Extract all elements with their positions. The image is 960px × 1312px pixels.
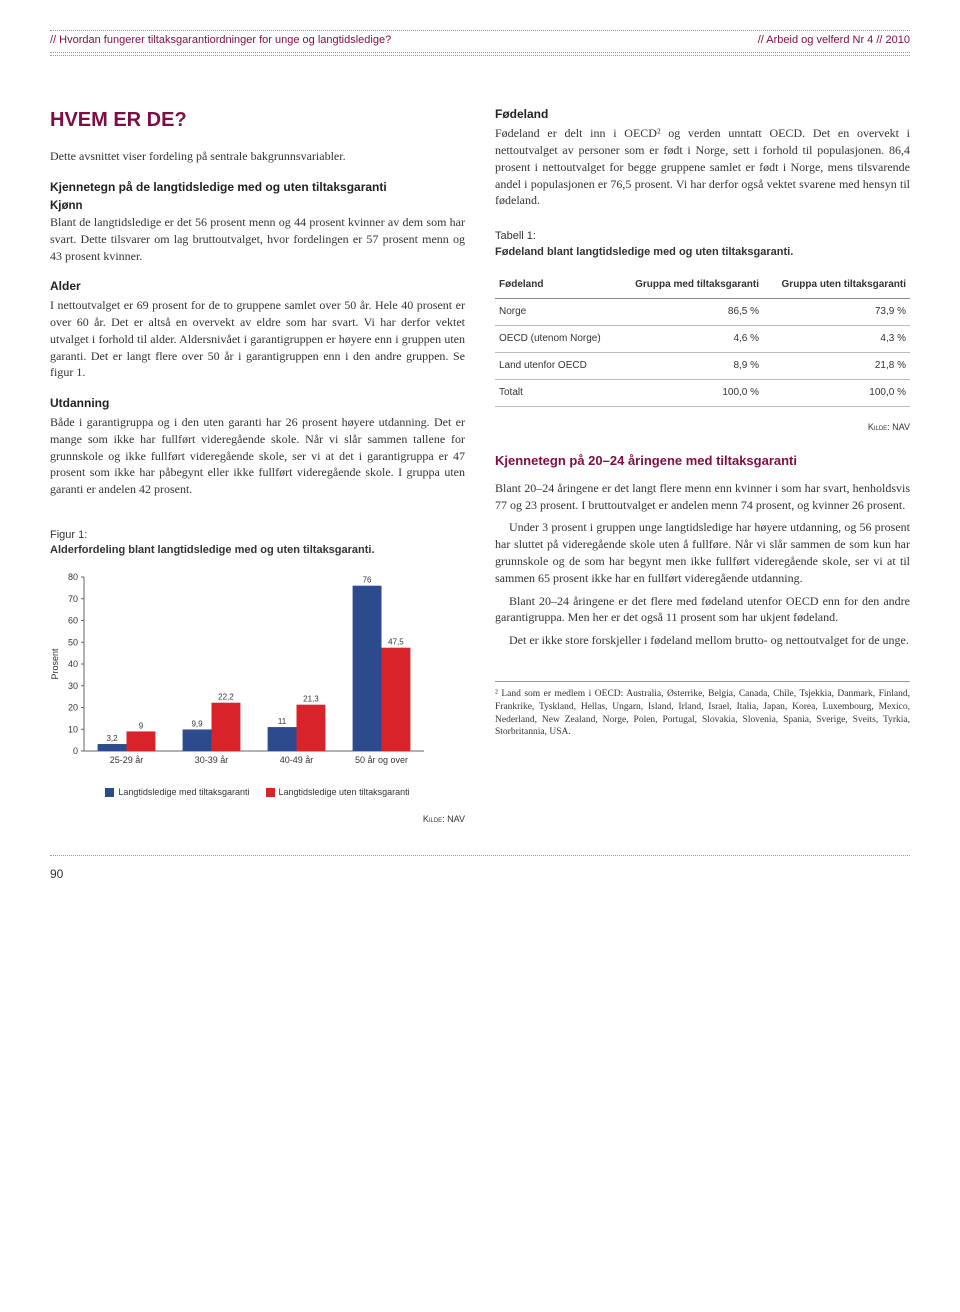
table-cell: 100,0 %	[763, 379, 910, 406]
table-cell: 4,3 %	[763, 325, 910, 352]
header-dots-1	[50, 52, 910, 53]
svg-text:60: 60	[68, 615, 78, 625]
svg-text:20: 20	[68, 702, 78, 712]
fodeland-heading: Fødeland	[495, 106, 910, 123]
kj2-p3: Blant 20–24 åringene er det flere med fø…	[495, 593, 910, 627]
svg-text:10: 10	[68, 724, 78, 734]
svg-text:11: 11	[278, 717, 287, 726]
figure-label: Figur 1:	[50, 529, 87, 541]
kjonn-heading: Kjønn	[50, 198, 465, 214]
legend-swatch-1	[266, 788, 275, 797]
header-right: // Arbeid og velferd Nr 4 // 2010	[758, 33, 910, 48]
svg-text:70: 70	[68, 594, 78, 604]
footnote: ² Land som er medlem i OECD: Australia, …	[495, 681, 910, 739]
table-row: Norge86,5 %73,9 %	[495, 298, 910, 325]
svg-text:30-39 år: 30-39 år	[195, 755, 229, 765]
table-cell: 4,6 %	[617, 325, 763, 352]
utdanning-heading: Utdanning	[50, 395, 465, 412]
intro-text: Dette avsnittet viser fordeling på sentr…	[50, 148, 465, 165]
kj2-p4: Det er ikke store forskjeller i fødeland…	[495, 632, 910, 649]
svg-text:0: 0	[73, 746, 78, 756]
kjonn-text: Blant de langtidsledige er det 56 prosen…	[50, 214, 465, 264]
table-header: Gruppa med tiltaksgaranti	[617, 272, 763, 299]
svg-text:Prosent: Prosent	[50, 648, 60, 680]
table-cell: 21,8 %	[763, 352, 910, 379]
kjennetegn-heading: Kjennetegn på de langtidsledige med og u…	[50, 179, 465, 196]
kj2-p1: Blant 20–24 åringene er det langt flere …	[495, 480, 910, 514]
svg-text:76: 76	[363, 576, 372, 585]
svg-text:30: 30	[68, 681, 78, 691]
page-title: HVEM ER DE?	[50, 106, 465, 134]
bar-chart: 0 10 20 30 40 50 60 70 80 Prosent 3,2 9 25-29 år 9,9 2…	[50, 571, 430, 771]
legend-label-1: Langtidsledige uten tiltaksgaranti	[279, 787, 410, 797]
figure-1: Figur 1: Alderfordeling blant langtidsle…	[50, 528, 465, 825]
header-dots-2	[50, 55, 910, 56]
svg-text:50 år og over: 50 år og over	[355, 755, 408, 765]
bottom-dots	[50, 855, 910, 856]
kj2-p2: Under 3 prosent i gruppen unge langtidsl…	[495, 519, 910, 586]
table-cell: Totalt	[495, 379, 617, 406]
table-title: Fødeland blant langtidsledige med og ute…	[495, 246, 793, 258]
table-cell: 86,5 %	[617, 298, 763, 325]
top-dots	[50, 30, 910, 31]
page-number: 90	[50, 866, 910, 883]
alder-text: I nettoutvalget er 69 prosent for de to …	[50, 297, 465, 381]
svg-text:80: 80	[68, 572, 78, 582]
svg-text:47,5: 47,5	[388, 638, 404, 647]
table-label: Tabell 1:	[495, 230, 536, 242]
figure-title: Alderfordeling blant langtidsledige med …	[50, 544, 375, 556]
svg-text:40-49 år: 40-49 år	[280, 755, 314, 765]
legend-swatch-0	[105, 788, 114, 797]
utdanning-text: Både i garantigruppa og i den uten garan…	[50, 414, 465, 498]
svg-text:9,9: 9,9	[191, 719, 203, 728]
table-cell: OECD (utenom Norge)	[495, 325, 617, 352]
table-header: Gruppa uten tiltaksgaranti	[763, 272, 910, 299]
alder-heading: Alder	[50, 278, 465, 295]
table-cell: 100,0 %	[617, 379, 763, 406]
svg-text:22,2: 22,2	[218, 693, 234, 702]
fodeland-table: FødelandGruppa med tiltaksgarantiGruppa …	[495, 272, 910, 407]
table-row: Land utenfor OECD8,9 %21,8 %	[495, 352, 910, 379]
chart-legend: Langtidsledige med tiltaksgaranti Langti…	[50, 786, 465, 799]
figure-source: Kilde: NAV	[50, 813, 465, 826]
header-left: // Hvordan fungerer tiltaksgarantiordnin…	[50, 33, 391, 48]
table-source: Kilde: NAV	[495, 421, 910, 434]
svg-text:40: 40	[68, 659, 78, 669]
table-cell: Norge	[495, 298, 617, 325]
table-cell: 73,9 %	[763, 298, 910, 325]
table-row: OECD (utenom Norge)4,6 %4,3 %	[495, 325, 910, 352]
table-header: Fødeland	[495, 272, 617, 299]
table-cell: Land utenfor OECD	[495, 352, 617, 379]
running-header: // Hvordan fungerer tiltaksgarantiordnin…	[50, 33, 910, 48]
svg-text:9: 9	[139, 721, 144, 730]
fodeland-text: Fødeland er delt inn i OECD² og verden u…	[495, 125, 910, 209]
svg-text:21,3: 21,3	[303, 694, 319, 703]
svg-text:50: 50	[68, 637, 78, 647]
table-row: Totalt100,0 %100,0 %	[495, 379, 910, 406]
svg-text:3,2: 3,2	[106, 734, 118, 743]
legend-label-0: Langtidsledige med tiltaksgaranti	[118, 787, 249, 797]
table-cell: 8,9 %	[617, 352, 763, 379]
svg-text:25-29 år: 25-29 år	[110, 755, 144, 765]
kjennetegn2-heading: Kjennetegn på 20–24 åringene med tiltaks…	[495, 452, 910, 470]
